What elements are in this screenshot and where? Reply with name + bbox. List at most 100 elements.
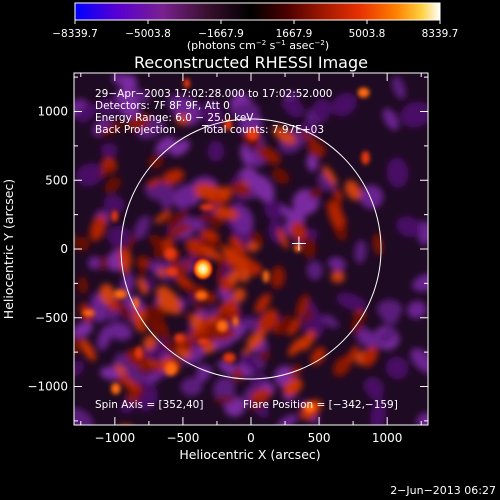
- positive-lobe: [275, 428, 291, 441]
- hot-spot: [132, 297, 139, 310]
- y-tick-label: 1000: [37, 105, 68, 119]
- negative-lobe: [331, 92, 358, 117]
- time-range-label: 29−Apr−2003 17:02:28.000 to 17:02:52.000: [95, 88, 332, 100]
- flare-position-label: Flare Position = [−342,−159]: [243, 399, 398, 411]
- positive-lobe: [209, 216, 224, 228]
- positive-lobe: [290, 221, 307, 241]
- positive-lobe: [346, 345, 359, 364]
- positive-lobe: [229, 235, 246, 259]
- positive-lobe: [46, 275, 53, 289]
- positive-lobe: [167, 223, 193, 238]
- colorbar: [74, 2, 441, 21]
- positive-lobe: [166, 210, 189, 228]
- negative-lobe: [120, 74, 137, 91]
- positive-lobe: [257, 145, 281, 165]
- positive-lobe: [162, 341, 182, 356]
- positive-lobe: [108, 300, 120, 312]
- hot-spot: [163, 247, 177, 261]
- x-axis-ticks: [80, 73, 422, 425]
- hot-spot: [223, 119, 233, 131]
- hot-spot: [174, 333, 185, 343]
- positive-lobe: [288, 337, 305, 357]
- hot-spot: [199, 203, 215, 211]
- positive-lobe: [52, 262, 62, 273]
- negative-lobe: [213, 376, 236, 401]
- negative-lobe: [172, 185, 195, 210]
- negative-lobe: [354, 239, 367, 264]
- negative-lobe: [207, 140, 225, 162]
- y-axis-ticks: [74, 76, 428, 422]
- negative-lobe: [133, 215, 151, 241]
- negative-lobe: [242, 316, 263, 332]
- positive-lobe: [218, 186, 233, 200]
- positive-lobe: [199, 228, 220, 242]
- positive-lobe: [166, 289, 181, 309]
- hot-spot: [82, 309, 95, 317]
- positive-lobe: [89, 214, 107, 242]
- positive-lobe: [198, 246, 224, 261]
- total-counts-label: Total counts: 7.97E+03: [201, 124, 324, 136]
- positive-lobe: [143, 335, 157, 351]
- positive-lobe: [299, 330, 316, 351]
- positive-lobe: [328, 202, 345, 229]
- positive-lobe: [185, 237, 201, 253]
- hot-spot: [361, 151, 370, 165]
- negative-lobe: [391, 76, 406, 100]
- negative-lobe: [366, 380, 384, 400]
- negative-lobe: [107, 225, 131, 248]
- positive-lobe: [283, 378, 303, 396]
- negative-lobe: [74, 408, 94, 425]
- positive-lobe: [22, 329, 46, 355]
- energy-range-label: Energy Range: 6.0 − 25.0 keV: [95, 112, 254, 124]
- negative-lobe: [370, 399, 387, 425]
- positive-lobe: [254, 293, 272, 314]
- hot-spots: [82, 78, 370, 413]
- negative-lobe: [396, 216, 421, 238]
- positive-lobe: [238, 257, 248, 269]
- hot-spot: [113, 289, 128, 299]
- y-tick-label: 0: [60, 242, 68, 256]
- hot-spot: [111, 210, 119, 222]
- x-tick-label: −1000: [95, 431, 136, 445]
- negative-lobe: [412, 273, 428, 292]
- colorbar-tick-label: 1667.9: [276, 28, 313, 40]
- positive-lobe: [143, 304, 165, 329]
- positive-lobe: [203, 437, 215, 447]
- positive-lobe: [344, 180, 362, 201]
- positive-lobe: [277, 314, 292, 336]
- negative-lobe: [155, 136, 175, 155]
- negative-lobe: [385, 356, 409, 380]
- positive-lobe: [271, 168, 290, 185]
- hot-spot: [294, 243, 302, 253]
- positive-lobe: [99, 165, 113, 177]
- positive-lobe: [258, 308, 278, 333]
- hot-spot: [222, 352, 236, 363]
- y-tick-label: 500: [45, 173, 68, 187]
- positive-lobe: [79, 338, 96, 362]
- negative-lobe: [96, 98, 123, 115]
- positive-lobe: [114, 364, 127, 376]
- hot-spot: [262, 270, 270, 283]
- detectors-label: Detectors: 7F 8F 9F, Att 0: [95, 100, 230, 112]
- positive-lobe: [194, 183, 212, 198]
- positive-lobe: [162, 169, 185, 185]
- negative-lobe: [284, 99, 305, 118]
- positive-lobe: [215, 257, 225, 282]
- flare-source: [192, 257, 214, 281]
- negative-lobe: [87, 256, 102, 270]
- positive-lobe: [310, 346, 326, 366]
- hot-spot: [110, 382, 121, 395]
- negative-lobe: [377, 328, 397, 345]
- negative-lobe: [376, 299, 403, 319]
- positive-lobe: [301, 236, 316, 259]
- negative-lobe: [74, 321, 93, 338]
- x-tick-label: 1000: [372, 431, 403, 445]
- positive-lobe: [249, 231, 264, 246]
- negative-lobe: [103, 194, 125, 214]
- negative-lobe: [306, 260, 323, 281]
- positive-lobe: [296, 294, 310, 319]
- negative-lobe: [410, 348, 428, 374]
- positive-lobe: [126, 392, 140, 404]
- x-tick-label: 0: [247, 431, 255, 445]
